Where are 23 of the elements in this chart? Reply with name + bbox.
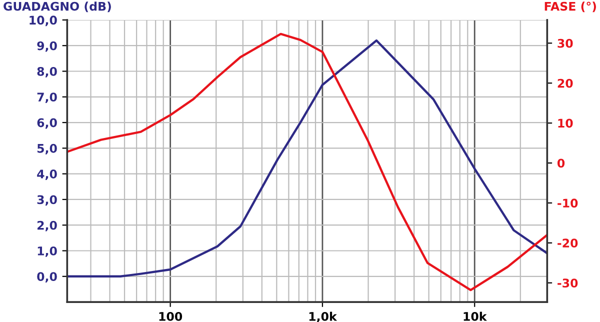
y-tick-label: 5,0 (37, 144, 57, 154)
y-tick-label: 9,0 (37, 41, 57, 52)
y-tick-label: 2,0 (38, 220, 57, 232)
x-tick-label: 100 (159, 312, 182, 321)
y-tick-label: 1,0 (38, 246, 57, 257)
y-tick-label: 7,0 (37, 92, 57, 104)
y-tick-label: 8,0 (37, 66, 57, 78)
y2-tick-label: -10 (558, 198, 578, 208)
y2-tick-label: 20 (558, 78, 573, 88)
y-axis-title: GUADAGNO (dB) (4, 2, 111, 12)
y-tick-label: 0,0 (37, 272, 57, 283)
y2-tick-label: -30 (558, 278, 578, 288)
y-tick-label: 4,0 (37, 170, 57, 180)
y2-axis-title: FASE (°) (544, 2, 596, 12)
y-tick-label: 10,0 (30, 16, 57, 26)
y-tick-label: 3,0 (37, 195, 57, 206)
x-tick-label: 1,0k (309, 312, 338, 322)
y-tick-label: 6,0 (37, 118, 57, 129)
y2-tick-label: 10 (558, 118, 573, 128)
x-tick-label: 10k (464, 312, 487, 321)
y2-tick-label: -20 (558, 238, 578, 248)
y2-tick-label: 30 (558, 38, 573, 48)
y2-tick-label: 0 (557, 158, 565, 168)
